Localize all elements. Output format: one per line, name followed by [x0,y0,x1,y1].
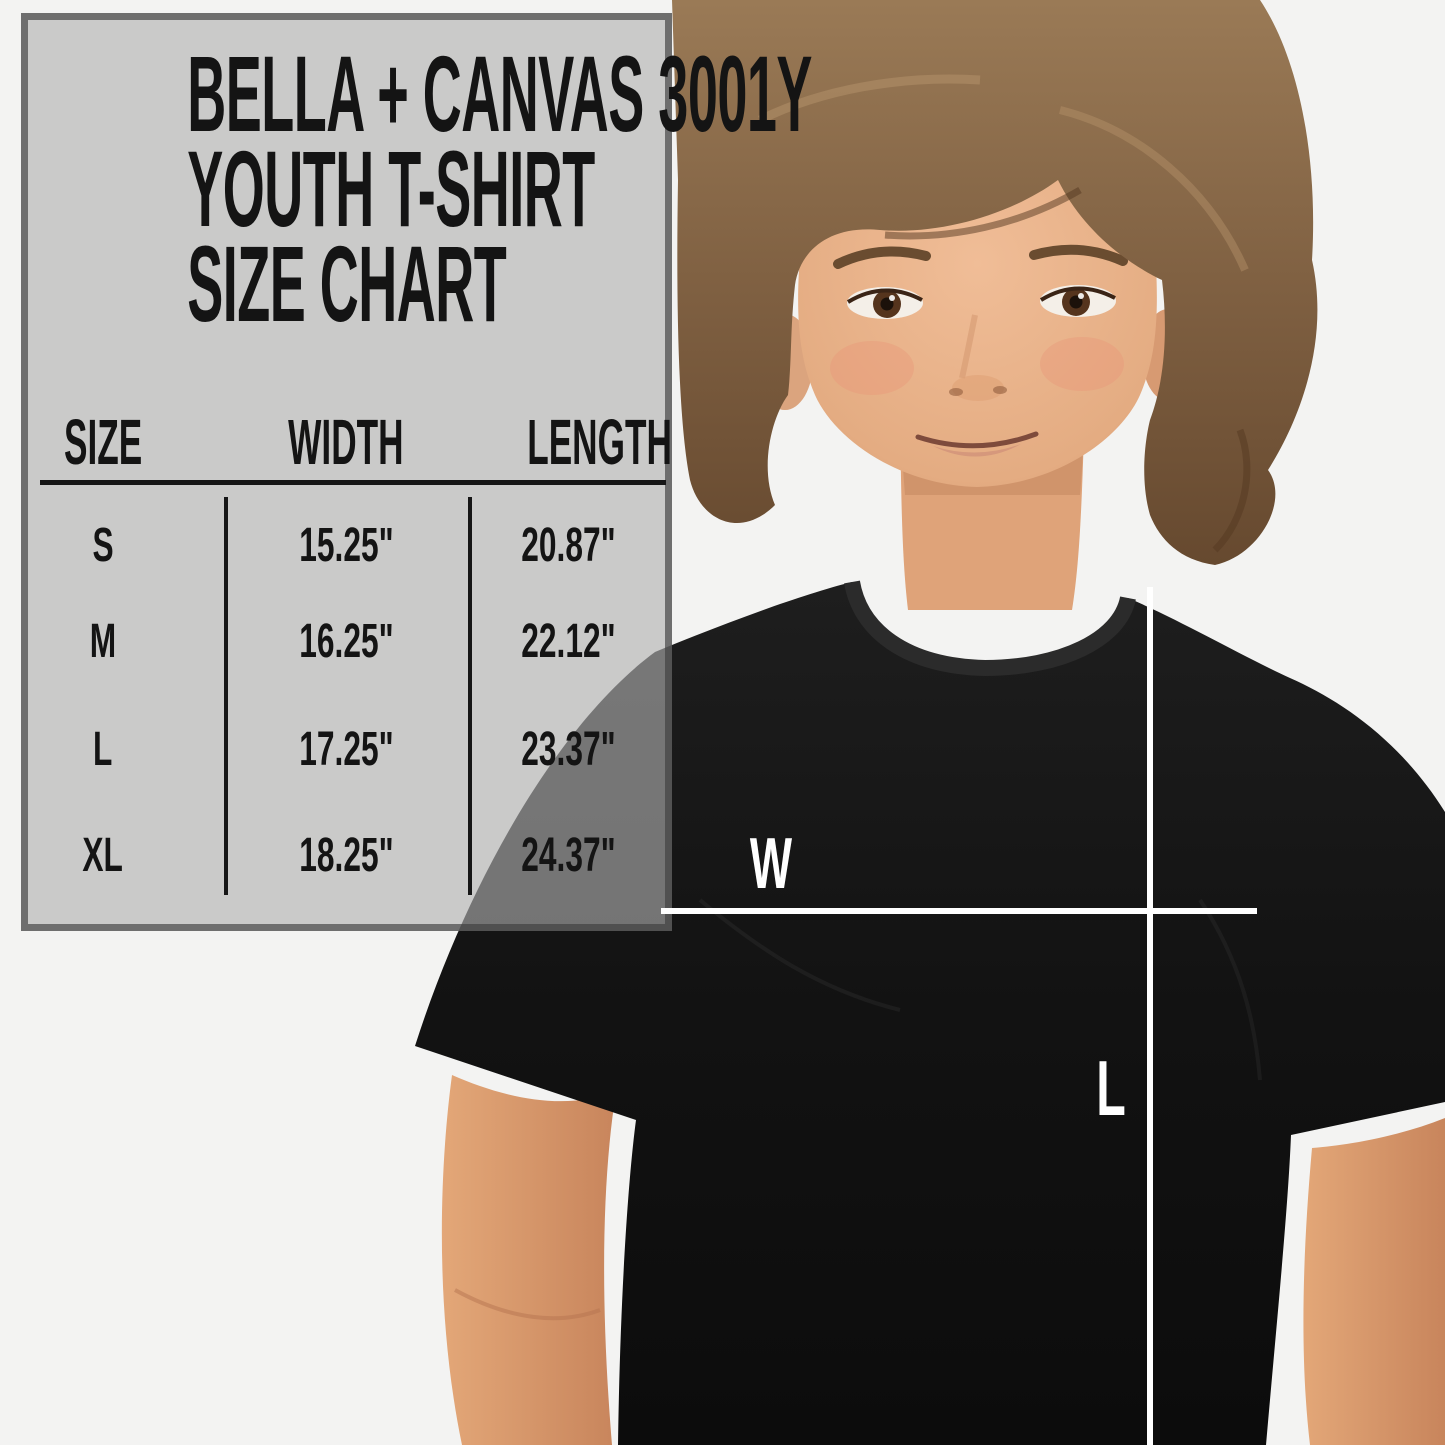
size-chart-panel: BELLA + CANVAS 3001Y YOUTH T-SHIRT SIZE … [21,13,812,931]
right-eyebrow [1029,244,1128,266]
nose [949,314,1007,401]
column-header-size: SIZE [63,406,143,478]
column-header-width: WIDTH [288,406,404,478]
width-cell-s: 15.25" [298,519,394,572]
length-cell-xl: 24.37" [520,829,616,882]
left-cheek-blush [830,341,914,395]
width-cell-xl: 18.25" [298,829,394,882]
left-arm [441,1075,616,1445]
left-eye [846,287,923,319]
right-forearm [1303,1118,1445,1445]
size-cell-l: L [93,723,113,776]
right-cheek-blush [1040,337,1124,391]
shirt-wrinkle [698,898,901,1012]
size-cell-xl: XL [82,829,124,882]
width-measure-label: W [749,824,793,904]
column-divider-2 [468,497,472,895]
hair-highlight-right [1059,106,1249,272]
right-eye [1039,285,1116,317]
length-measure-label: L [1096,1044,1126,1132]
width-measure-line [661,908,1257,914]
column-header-length: LENGTH [527,406,672,478]
table-header-rule [40,480,666,485]
left-eyebrow [833,246,931,269]
title-line-2: YOUTH T-SHIRT [187,128,595,249]
size-chart-title: BELLA + CANVAS 3001Y YOUTH T-SHIRT SIZE … [28,33,812,344]
width-cell-m: 16.25" [298,615,394,668]
sleeve-wrinkle [1198,898,1262,1081]
column-divider-1 [224,497,228,895]
hair [672,0,1318,565]
elbow-crease [454,1288,601,1321]
length-cell-m: 22.12" [520,615,616,668]
size-cell-s: S [92,519,114,572]
mouth [915,431,1039,457]
title-line-3: SIZE CHART [187,223,507,344]
hair-fringe-shadow [884,186,1082,240]
title-line-1: BELLA + CANVAS 3001Y [187,33,812,154]
hair-strand [1212,428,1251,553]
length-cell-l: 23.37" [520,723,616,776]
collar [844,580,1136,677]
t-shirt [415,582,1445,1445]
size-cell-m: M [89,615,117,668]
width-cell-l: 17.25" [298,723,394,776]
hair-highlight [757,74,981,125]
length-cell-s: 20.87" [520,519,616,572]
length-measure-line [1147,587,1153,1445]
